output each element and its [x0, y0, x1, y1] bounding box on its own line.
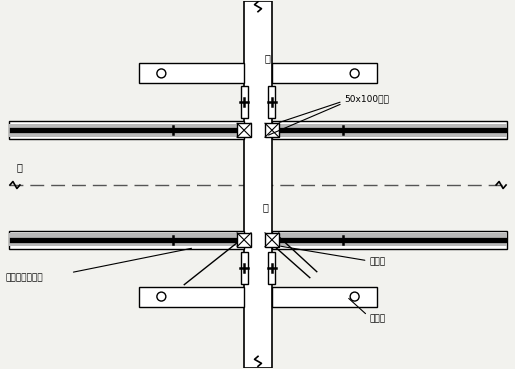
Bar [140, 287, 244, 307]
Bar [237, 233, 251, 247]
Bar [265, 233, 279, 247]
Bar [9, 124, 244, 137]
Text: 竹胶板: 竹胶板 [370, 257, 386, 266]
Bar [9, 233, 244, 246]
Bar [9, 231, 244, 249]
Bar [268, 86, 276, 118]
Bar [272, 124, 507, 137]
Circle shape [350, 69, 359, 78]
Bar [241, 252, 248, 284]
Bar [272, 233, 507, 246]
Text: 梁: 梁 [17, 162, 23, 172]
Text: 可调节支撎加固: 可调节支撎加固 [6, 273, 44, 282]
Text: 柱: 柱 [263, 202, 269, 212]
Bar [241, 86, 248, 118]
Bar [272, 231, 507, 249]
Bar [244, 1, 272, 368]
Bar [272, 63, 376, 83]
Bar [272, 121, 507, 139]
Bar [140, 63, 244, 83]
Circle shape [157, 69, 166, 78]
Text: 钉管架: 钉管架 [370, 314, 386, 323]
Bar [237, 123, 251, 137]
Bar [9, 121, 244, 139]
Text: 50x100木方: 50x100木方 [345, 95, 389, 104]
Bar [265, 123, 279, 137]
Bar [272, 287, 376, 307]
Text: 梁: 梁 [265, 54, 271, 63]
Circle shape [157, 292, 166, 301]
Circle shape [350, 292, 359, 301]
Bar [268, 252, 276, 284]
